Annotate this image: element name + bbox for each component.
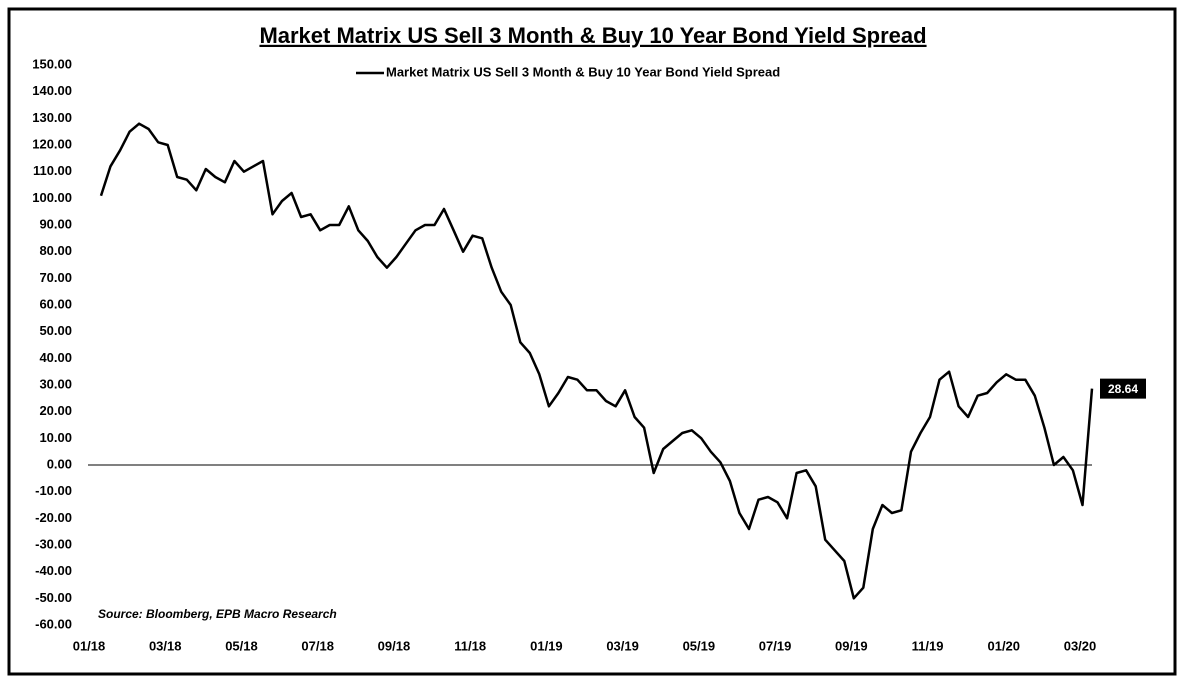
y-tick-label: 10.00 xyxy=(39,430,72,445)
y-tick-label: 140.00 xyxy=(32,83,72,98)
x-tick-label: 09/19 xyxy=(835,638,868,653)
y-tick-label: -60.00 xyxy=(35,616,72,631)
legend-label: Market Matrix US Sell 3 Month & Buy 10 Y… xyxy=(386,64,780,79)
source-note: Source: Bloomberg, EPB Macro Research xyxy=(98,607,337,621)
frame xyxy=(7,7,1177,676)
x-tick-label: 01/18 xyxy=(73,638,106,653)
x-tick-label: 01/20 xyxy=(987,638,1020,653)
y-tick-label: 150.00 xyxy=(32,56,72,71)
x-tick-label: 09/18 xyxy=(378,638,411,653)
y-tick-label: 70.00 xyxy=(39,270,72,285)
y-tick-label: 50.00 xyxy=(39,323,72,338)
y-tick-label: 60.00 xyxy=(39,296,72,311)
y-tick-label: -30.00 xyxy=(35,536,72,551)
x-tick-label: 07/18 xyxy=(301,638,334,653)
y-tick-label: 40.00 xyxy=(39,350,72,365)
y-tick-label: -20.00 xyxy=(35,510,72,525)
y-tick-label: 130.00 xyxy=(32,110,72,125)
y-tick-label: 20.00 xyxy=(39,403,72,418)
chart-title: Market Matrix US Sell 3 Month & Buy 10 Y… xyxy=(259,23,926,48)
y-tick-label: 100.00 xyxy=(32,190,72,205)
y-tick-label: 0.00 xyxy=(47,456,72,471)
x-tick-label: 03/19 xyxy=(606,638,639,653)
x-tick-label: 01/19 xyxy=(530,638,563,653)
y-tick-label: 80.00 xyxy=(39,243,72,258)
y-tick-label: -50.00 xyxy=(35,590,72,605)
x-tick-label: 03/18 xyxy=(149,638,182,653)
x-tick-label: 07/19 xyxy=(759,638,792,653)
x-tick-label: 05/18 xyxy=(225,638,258,653)
series-line xyxy=(99,122,1094,600)
x-tick-label: 03/20 xyxy=(1064,638,1097,653)
x-tick-label: 11/19 xyxy=(912,638,944,653)
y-tick-label: -40.00 xyxy=(35,563,72,578)
last-value-box xyxy=(1100,378,1146,399)
y-tick-label: 90.00 xyxy=(39,216,72,231)
x-tick-label: 05/19 xyxy=(683,638,716,653)
x-tick-label: 11/18 xyxy=(454,638,486,653)
y-tick-label: -10.00 xyxy=(35,483,72,498)
y-tick-label: 110.00 xyxy=(33,163,72,178)
last-value-label: 28.64 xyxy=(1108,382,1138,396)
y-tick-label: 120.00 xyxy=(32,136,72,151)
y-tick-label: 30.00 xyxy=(39,376,72,391)
